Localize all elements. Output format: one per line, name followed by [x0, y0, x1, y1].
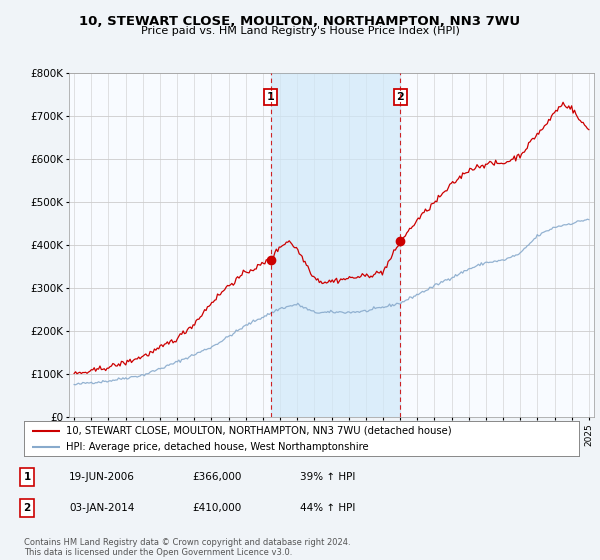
- Text: 2: 2: [397, 92, 404, 102]
- Text: 1: 1: [267, 92, 275, 102]
- Text: 1: 1: [23, 472, 31, 482]
- Text: Contains HM Land Registry data © Crown copyright and database right 2024.
This d: Contains HM Land Registry data © Crown c…: [24, 538, 350, 557]
- Text: £410,000: £410,000: [192, 503, 241, 513]
- Text: 03-JAN-2014: 03-JAN-2014: [69, 503, 134, 513]
- Text: £366,000: £366,000: [192, 472, 241, 482]
- Text: 44% ↑ HPI: 44% ↑ HPI: [300, 503, 355, 513]
- Bar: [271, 73, 400, 417]
- Text: Price paid vs. HM Land Registry's House Price Index (HPI): Price paid vs. HM Land Registry's House …: [140, 26, 460, 36]
- Text: 19-JUN-2006: 19-JUN-2006: [69, 472, 135, 482]
- Text: 39% ↑ HPI: 39% ↑ HPI: [300, 472, 355, 482]
- Text: 10, STEWART CLOSE, MOULTON, NORTHAMPTON, NN3 7WU (detached house): 10, STEWART CLOSE, MOULTON, NORTHAMPTON,…: [65, 426, 451, 436]
- Text: 2: 2: [23, 503, 31, 513]
- Text: 10, STEWART CLOSE, MOULTON, NORTHAMPTON, NN3 7WU: 10, STEWART CLOSE, MOULTON, NORTHAMPTON,…: [79, 15, 521, 28]
- Text: HPI: Average price, detached house, West Northamptonshire: HPI: Average price, detached house, West…: [65, 441, 368, 451]
